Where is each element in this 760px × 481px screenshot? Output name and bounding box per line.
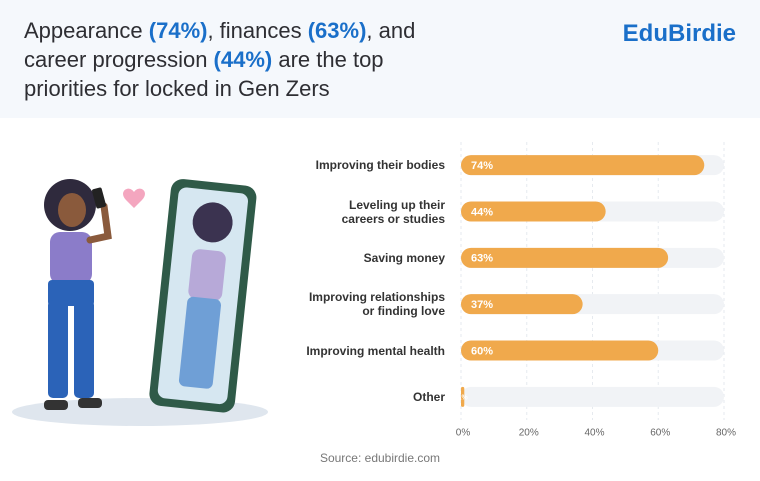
bar xyxy=(461,340,659,361)
header: Appearance (74%), finances (63%), and ca… xyxy=(0,0,760,118)
illustration xyxy=(12,179,268,426)
title-segment: (74%) xyxy=(148,18,208,43)
title-segment: (63%) xyxy=(307,18,367,43)
leg-left xyxy=(48,300,68,398)
x-tick-label: 20% xyxy=(519,428,539,439)
value-label: 37% xyxy=(471,299,493,311)
value-label: 60% xyxy=(471,345,493,357)
reflection-jeans xyxy=(178,296,221,389)
top xyxy=(50,232,92,284)
category-label: Improving mental health xyxy=(306,343,445,358)
x-tick-label: 80% xyxy=(716,428,736,439)
value-label: 44% xyxy=(471,206,493,218)
x-tick-label: 0% xyxy=(456,428,471,439)
bar xyxy=(461,294,583,315)
title-segment: , finances xyxy=(207,18,308,43)
person xyxy=(44,179,145,410)
bar xyxy=(461,155,705,176)
value-label: 1% xyxy=(458,395,469,402)
title-segment: Appearance xyxy=(24,18,149,43)
title-segment: are the top priorities for locked in Gen… xyxy=(24,47,384,101)
category-label: Leveling up their careers or studies xyxy=(341,197,445,226)
hips xyxy=(48,280,94,306)
leg-right xyxy=(74,300,94,398)
arm xyxy=(86,202,112,244)
category-label: Improving relationships or finding love xyxy=(308,290,445,319)
reflection-top xyxy=(188,249,226,301)
title-segment: , and career progression xyxy=(24,18,416,72)
mirror xyxy=(149,179,257,413)
heart xyxy=(123,188,145,208)
value-label: 74% xyxy=(471,160,493,172)
title-segment: (44%) xyxy=(213,47,273,72)
bar xyxy=(461,201,606,222)
face xyxy=(58,193,86,227)
category-label: Saving money xyxy=(363,250,445,265)
category-label: Other xyxy=(412,389,445,404)
reflection-hair xyxy=(192,202,233,243)
value-label: 63% xyxy=(471,253,493,265)
logo: EduBirdie xyxy=(622,20,736,47)
shoe-left xyxy=(44,400,68,410)
x-tick-label: 60% xyxy=(650,428,670,439)
x-tick-label: 40% xyxy=(584,428,604,439)
bar xyxy=(461,247,669,268)
bar xyxy=(461,386,465,407)
bar-track xyxy=(461,386,724,407)
title: Appearance (74%), finances (63%), and ca… xyxy=(24,16,464,103)
category-label: Improving their bodies xyxy=(315,158,445,173)
source: Source: edubirdie.com xyxy=(319,451,441,465)
phone xyxy=(92,187,106,209)
shoe-right xyxy=(78,398,102,408)
